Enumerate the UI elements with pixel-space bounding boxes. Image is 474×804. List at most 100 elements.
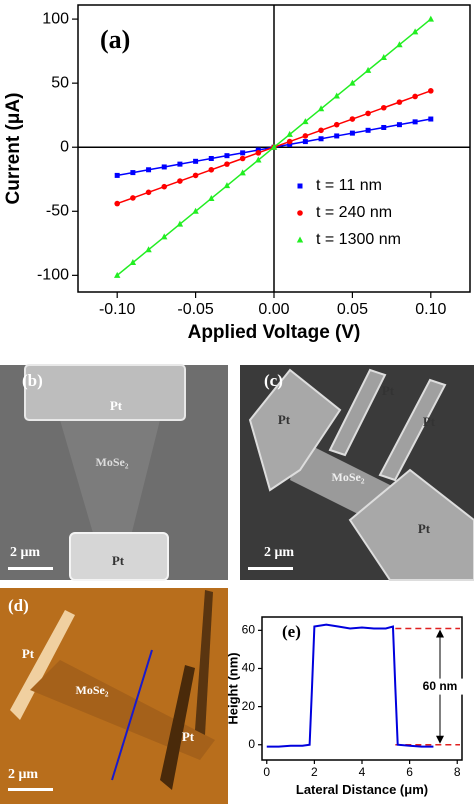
marker — [114, 172, 120, 178]
arrow-head — [436, 735, 444, 744]
image-text: Pt — [22, 646, 35, 661]
marker — [333, 121, 340, 128]
arrow-head — [436, 629, 444, 638]
marker — [318, 127, 324, 134]
image-text: Pt — [110, 398, 123, 413]
legend-label: t = 11 nm — [316, 177, 382, 194]
marker — [129, 259, 137, 266]
y-tick-label: 40 — [242, 661, 256, 675]
image-text: MoSe₂ — [332, 470, 365, 484]
marker — [318, 136, 324, 142]
reference-label: 60 nm — [423, 679, 458, 693]
marker — [411, 28, 419, 35]
marker — [302, 118, 309, 125]
marker — [114, 271, 121, 278]
marker — [130, 195, 136, 201]
y-tick-label: -50 — [46, 203, 69, 220]
x-tick-label: 0.05 — [337, 301, 368, 318]
marker — [380, 54, 387, 61]
marker — [145, 246, 152, 253]
image-text: Pt — [182, 729, 195, 744]
marker — [412, 119, 418, 125]
panel-label: (a) — [100, 25, 130, 54]
marker — [255, 156, 262, 163]
marker — [255, 147, 261, 153]
marker — [334, 133, 340, 139]
y-tick-label: 60 — [242, 623, 256, 637]
marker — [176, 220, 184, 227]
marker — [145, 189, 152, 196]
marker — [224, 161, 230, 167]
marker — [286, 138, 293, 145]
marker — [177, 161, 183, 167]
marker — [427, 15, 434, 22]
marker — [161, 233, 168, 240]
marker — [161, 164, 167, 170]
image-text: Pt — [278, 412, 291, 427]
scale-bar-label: 2 μm — [264, 545, 294, 560]
marker — [396, 122, 402, 128]
marker — [192, 172, 199, 179]
marker — [349, 116, 356, 122]
marker — [193, 158, 199, 164]
legend-marker — [297, 210, 303, 216]
micrograph-c: (c) Pt Pt Pt MoSe₂ Pt 2 μm — [240, 365, 474, 581]
marker — [333, 92, 340, 99]
panel-label: (d) — [8, 596, 29, 615]
marker — [364, 66, 372, 73]
marker — [317, 105, 325, 112]
panel-label: (c) — [264, 371, 283, 390]
y-axis-label: Current (μA) — [3, 93, 24, 205]
marker — [381, 124, 387, 130]
image-text: Pt — [112, 553, 125, 568]
image-text: Pt — [418, 521, 431, 536]
x-tick-label: 0.10 — [415, 301, 446, 318]
y-tick-label: 50 — [51, 74, 69, 91]
marker — [396, 41, 403, 48]
marker — [208, 166, 215, 173]
marker — [114, 200, 120, 207]
x-tick-label: -0.10 — [99, 301, 136, 318]
y-tick-label: 0 — [60, 138, 69, 155]
marker — [146, 167, 152, 173]
legend-marker — [296, 236, 304, 243]
image-text: MoSe₂ — [76, 683, 109, 697]
marker — [428, 116, 434, 122]
y-tick-label: -100 — [37, 267, 69, 284]
marker — [302, 133, 309, 139]
marker — [224, 153, 230, 159]
panel-label: (e) — [282, 622, 301, 641]
marker — [240, 150, 246, 156]
micrograph-b: (b) Pt MoSe₂ Pt 2 μm — [0, 364, 228, 581]
marker — [380, 104, 387, 111]
marker — [412, 93, 418, 100]
image-text: MoSe₂ — [96, 455, 129, 469]
panel-label: (b) — [22, 371, 43, 390]
marker — [270, 143, 278, 150]
marker — [223, 182, 231, 189]
scale-bar-label: 2 μm — [8, 767, 38, 782]
marker — [286, 130, 293, 137]
y-tick-label: 100 — [42, 10, 69, 27]
legend-marker — [297, 183, 303, 189]
marker — [130, 170, 136, 176]
label-bg — [414, 678, 466, 695]
y-axis-label: Height (nm) — [225, 652, 240, 724]
series-line — [266, 623, 434, 748]
marker — [177, 178, 183, 184]
x-tick-label: 8 — [454, 765, 461, 779]
scale-bar-label: 2 μm — [10, 545, 40, 560]
x-tick-label: 2 — [311, 765, 318, 779]
x-tick-label: 0 — [263, 765, 270, 779]
x-tick-label: 0.00 — [258, 301, 289, 318]
x-tick-label: -0.05 — [177, 301, 214, 318]
legend-label: t = 240 nm — [316, 204, 392, 221]
y-tick-label: 0 — [248, 737, 255, 751]
image-text: Pt — [423, 414, 436, 429]
marker — [396, 99, 403, 105]
marker — [365, 110, 371, 117]
legend-label: t = 1300 nm — [316, 231, 401, 248]
x-axis-label: Applied Voltage (V) — [188, 322, 361, 343]
marker — [349, 130, 355, 136]
